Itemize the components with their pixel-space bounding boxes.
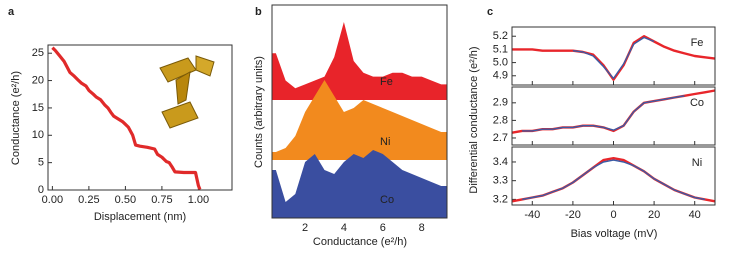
x-tick-label: -40 <box>524 209 540 221</box>
y-axis-label: Counts (arbitrary units) <box>253 56 265 168</box>
axes-frame <box>47 44 233 191</box>
y-tick-label: 2.8 <box>493 114 508 126</box>
axes-frame <box>511 26 716 86</box>
inset-molecule <box>159 55 215 129</box>
y-tick-label: 20 <box>32 74 44 86</box>
x-tick-label: 8 <box>419 222 425 234</box>
y-tick-label: 3.2 <box>493 193 508 205</box>
y-tick-label: 5 <box>38 157 44 169</box>
panel-label: b <box>255 6 262 18</box>
data-line <box>521 159 706 201</box>
panel-label: a <box>8 6 15 18</box>
y-tick-label: 5.1 <box>493 43 508 55</box>
x-tick-label: 2 <box>302 222 308 234</box>
y-tick-label: 4.9 <box>493 70 508 82</box>
data-line <box>522 95 685 132</box>
x-axis-label: Conductance (e²/h) <box>313 236 407 248</box>
histogram-area <box>272 22 447 100</box>
x-tick-label: 40 <box>689 209 701 221</box>
x-tick-label: 4 <box>341 222 347 234</box>
x-tick-label: -20 <box>565 209 581 221</box>
data-line <box>511 89 716 134</box>
y-tick-label: 2.7 <box>493 132 508 144</box>
y-tick-label: 10 <box>32 129 44 141</box>
series-label: Fe <box>380 76 393 88</box>
y-tick-label: 15 <box>32 102 44 114</box>
x-tick-label: 0.75 <box>151 194 172 206</box>
y-tick-label: 0 <box>38 184 44 196</box>
data-line <box>572 36 655 80</box>
y-tick-label: 3.4 <box>493 156 508 168</box>
panel-label: c <box>487 6 493 18</box>
y-tick-label: 5.2 <box>493 30 508 42</box>
metal-label: Ni <box>692 157 702 169</box>
x-tick-label: 0.00 <box>42 194 63 206</box>
x-tick-label: 1.00 <box>188 194 209 206</box>
y-tick-label: 25 <box>32 47 44 59</box>
axes-frame <box>511 86 716 146</box>
metal-label: Co <box>690 97 704 109</box>
x-tick-label: 20 <box>648 209 660 221</box>
x-tick-label: 0 <box>610 209 616 221</box>
histogram-area <box>272 150 447 218</box>
x-tick-label: 6 <box>380 222 386 234</box>
data-line <box>512 35 716 81</box>
x-tick-label: 0.50 <box>115 194 136 206</box>
data-line <box>51 46 202 191</box>
y-axis-label: Differential conductance (e²/h) <box>468 46 480 193</box>
y-tick-label: 5.0 <box>493 56 508 68</box>
y-tick-label: 3.3 <box>493 175 508 187</box>
metal-label: Fe <box>691 37 704 49</box>
y-tick-label: 2.9 <box>493 97 508 109</box>
y-axis-label: Conductance (e²/h) <box>10 71 22 165</box>
series-label: Co <box>380 194 394 206</box>
x-tick-label: 0.25 <box>78 194 99 206</box>
axes-frame <box>511 146 716 206</box>
series-label: Ni <box>380 136 390 148</box>
x-axis-label: Bias voltage (mV) <box>571 228 658 240</box>
data-line <box>511 157 716 203</box>
axes-frame <box>271 4 448 219</box>
x-axis-label: Displacement (nm) <box>94 211 186 223</box>
histogram-area <box>272 80 447 160</box>
